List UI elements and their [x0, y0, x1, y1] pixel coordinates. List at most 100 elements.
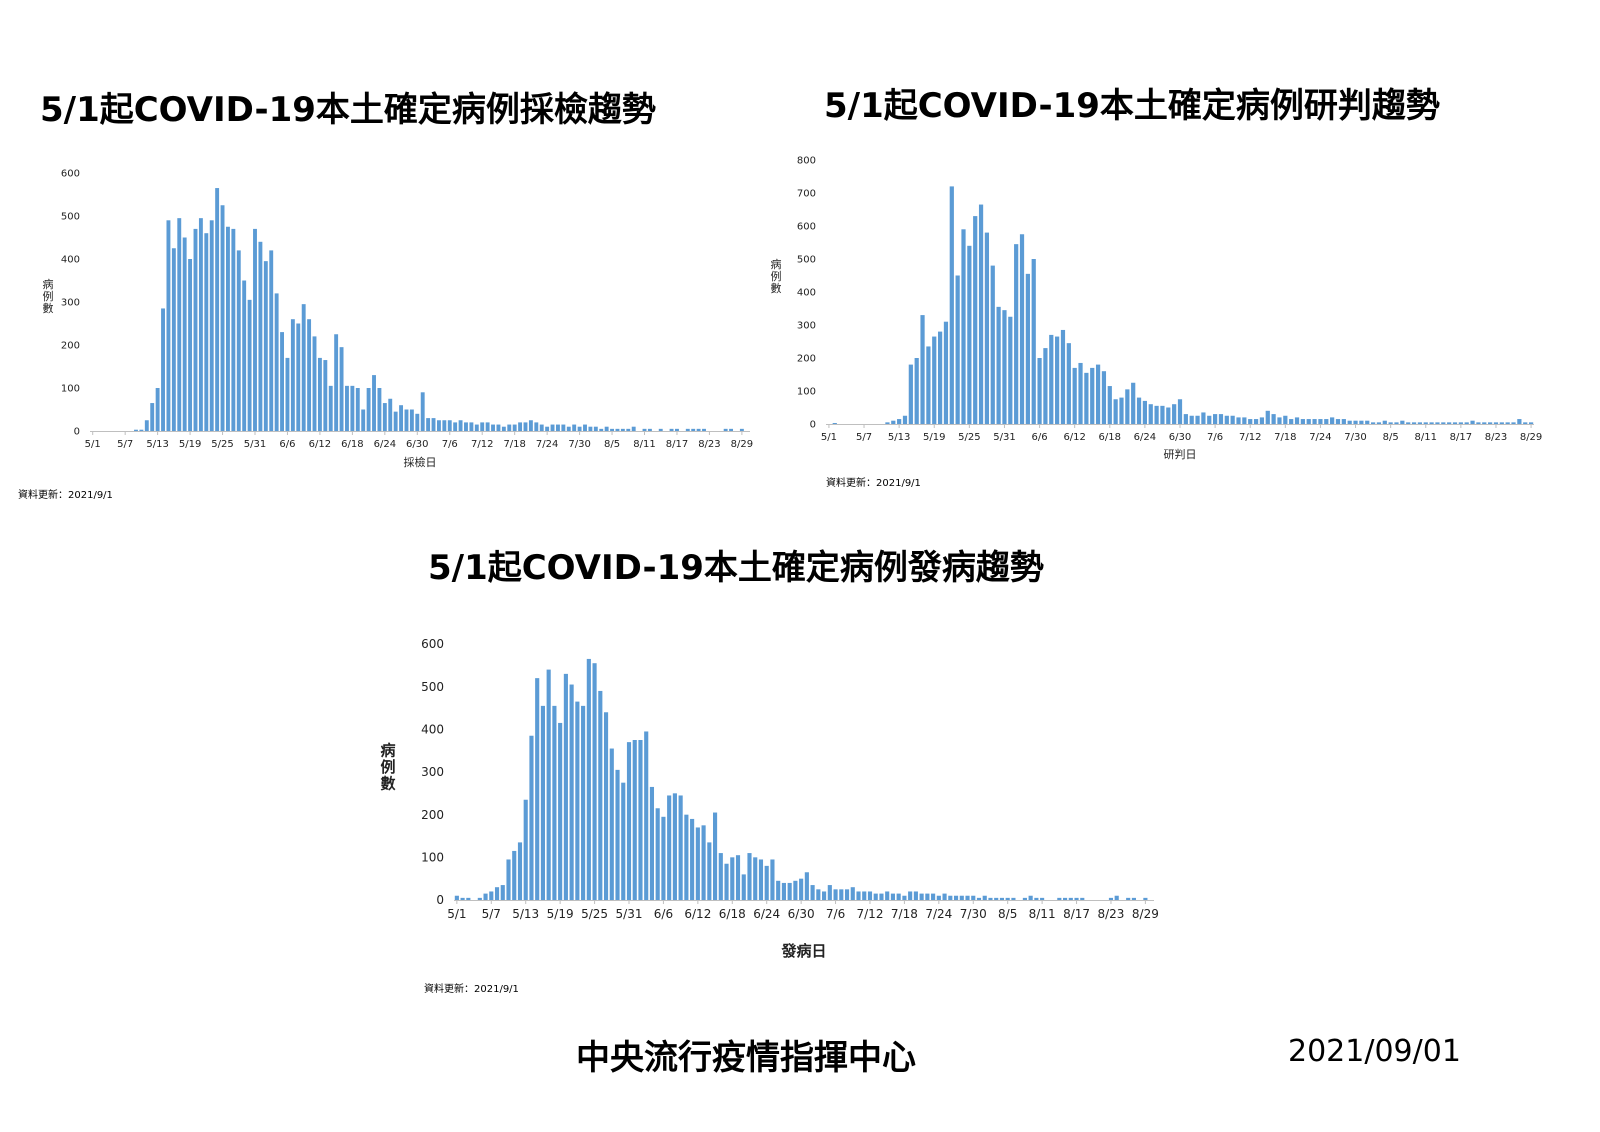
- chart-1-bar-49: [355, 388, 360, 431]
- chart-1-bar-91: [583, 424, 587, 431]
- chart-2-bar-31: [1008, 316, 1013, 424]
- chart-2-bar-22: [955, 275, 960, 424]
- chart-2-bar-55: [1148, 404, 1153, 424]
- chart-2-xtick-11: 7/6: [1207, 432, 1223, 443]
- chart-2-bar-118: [1517, 419, 1522, 424]
- chart-1-xtick-0: 5/1: [85, 439, 101, 450]
- chart-2-bar-66: [1213, 414, 1218, 424]
- chart-2-bar-107: [1452, 422, 1458, 424]
- chart-2-xtick-12: 7/12: [1239, 432, 1261, 443]
- chart-1-bar-20: [198, 218, 203, 431]
- chart-2-ytick-1: 100: [797, 387, 816, 398]
- chart-3-bar-86: [948, 895, 953, 900]
- chart-3-bar-62: [810, 885, 815, 900]
- chart-2-bar-81: [1300, 419, 1305, 424]
- chart-2-bar-29: [996, 306, 1001, 424]
- chart-3-xtick-15: 7/30: [960, 907, 987, 921]
- chart-1-bar-42: [317, 357, 322, 431]
- chart-2-bar-51: [1125, 389, 1130, 424]
- chart-2-bar-71: [1242, 417, 1247, 424]
- chart-3-xtick-1: 5/7: [482, 907, 501, 921]
- chart-2-bar-105: [1441, 422, 1446, 424]
- chart-2-xtick-14: 7/24: [1309, 432, 1331, 443]
- chart-2-bar-21: [949, 186, 954, 424]
- chart-3-bar-5: [483, 893, 488, 900]
- chart-1-ytick-0: 0: [74, 427, 80, 438]
- chart-3-bar-44: [707, 842, 712, 900]
- chart-3-bar-49: [735, 855, 741, 900]
- chart-3-xtick-6: 6/6: [654, 907, 673, 921]
- chart-1-bar-27: [236, 250, 241, 431]
- chart-3-bar-61: [804, 872, 809, 900]
- chart-3-bar-7: [494, 887, 500, 900]
- chart-1-bar-111: [691, 428, 696, 431]
- chart-3-bar-19: [563, 673, 568, 900]
- chart-1-bar-57: [399, 405, 404, 431]
- chart-2-bar-36: [1037, 358, 1042, 424]
- chart-1-bar-120: [739, 428, 744, 431]
- chart-1-bar-99: [626, 428, 631, 431]
- chart-1-xtick-15: 7/30: [568, 439, 590, 450]
- chart-3-bar-59: [793, 880, 798, 900]
- chart-3-bar-93: [988, 897, 993, 900]
- chart-1-bar-45: [334, 334, 339, 431]
- chart-3-xtick-7: 6/12: [684, 907, 711, 921]
- chart-1-bar-35: [280, 332, 284, 431]
- chart-2-bar-17: [926, 346, 931, 424]
- chart-3-bar-84: [936, 895, 941, 900]
- chart-2-bar-19: [937, 331, 943, 424]
- chart-3-bar-82: [925, 893, 930, 900]
- chart-3-bar-54: [764, 865, 769, 900]
- chart-2-bar-84: [1318, 419, 1323, 424]
- chart-1-bar-92: [588, 426, 593, 431]
- chart-2-bar-25: [973, 216, 978, 424]
- chart-2-bar-64: [1201, 412, 1206, 424]
- chart-3-bar-88: [959, 895, 964, 900]
- chart-1-bar-110: [685, 428, 690, 431]
- chart-3-bar-55: [770, 859, 775, 900]
- chart-2-bar-72: [1248, 419, 1253, 424]
- chart-1-xtick-18: 8/17: [666, 439, 688, 450]
- chart-3-bar-69: [850, 887, 855, 900]
- chart-3-bar-20: [569, 684, 574, 900]
- chart-2-bar-76: [1271, 414, 1276, 424]
- chart-1-xtick-2: 5/13: [146, 439, 168, 450]
- chart-2-bar-116: [1505, 422, 1510, 424]
- chart-2-bar-33: [1019, 234, 1025, 424]
- chart-2-bar-30: [1002, 310, 1007, 424]
- chart-1-bar-93: [593, 426, 598, 431]
- chart-2-bar-57: [1160, 405, 1165, 424]
- chart-2-bar-92: [1365, 420, 1370, 424]
- chart-2-bar-56: [1154, 405, 1159, 424]
- chart-3-bar-39: [678, 795, 683, 900]
- chart-3-bar-14: [535, 678, 540, 900]
- chart-1-bar-56: [393, 411, 398, 431]
- chart-1-bar-44: [328, 385, 333, 431]
- chart-1-bar-67: [453, 422, 458, 431]
- chart-3-bar-17: [552, 705, 557, 900]
- chart-1-bar-98: [620, 428, 625, 431]
- chart-2-xtick-18: 8/17: [1450, 432, 1472, 443]
- chart-1-xtick-1: 5/7: [117, 439, 133, 450]
- chart-2-xtick-19: 8/23: [1485, 432, 1507, 443]
- chart-3-bar-50: [741, 874, 746, 900]
- chart-3-bar-115: [1114, 895, 1119, 900]
- chart-2-bar-37: [1043, 348, 1048, 424]
- chart-2-bar-52: [1131, 382, 1136, 424]
- chart-3-bar-85: [942, 893, 947, 900]
- chart-1-bar-79: [518, 422, 523, 431]
- chart-2-bar-39: [1055, 336, 1060, 424]
- chart-3-bar-97: [1011, 897, 1016, 900]
- chart-1-xtick-4: 5/25: [211, 439, 233, 450]
- chart-2-bar-83: [1312, 419, 1317, 424]
- chart-3-bar-51: [747, 853, 752, 900]
- chart-1-bar-105: [658, 428, 663, 431]
- chart-3-bar-31: [632, 740, 637, 900]
- chart-2-bar-20: [943, 321, 949, 424]
- chart-3-ytick-2: 200: [421, 808, 444, 822]
- chart-3-bar-38: [672, 793, 677, 900]
- chart-1-xtick-17: 8/11: [633, 439, 655, 450]
- chart-2-bar-69: [1230, 415, 1235, 424]
- chart-3-bar-102: [1040, 897, 1045, 900]
- chart-1-bar-18: [188, 259, 193, 431]
